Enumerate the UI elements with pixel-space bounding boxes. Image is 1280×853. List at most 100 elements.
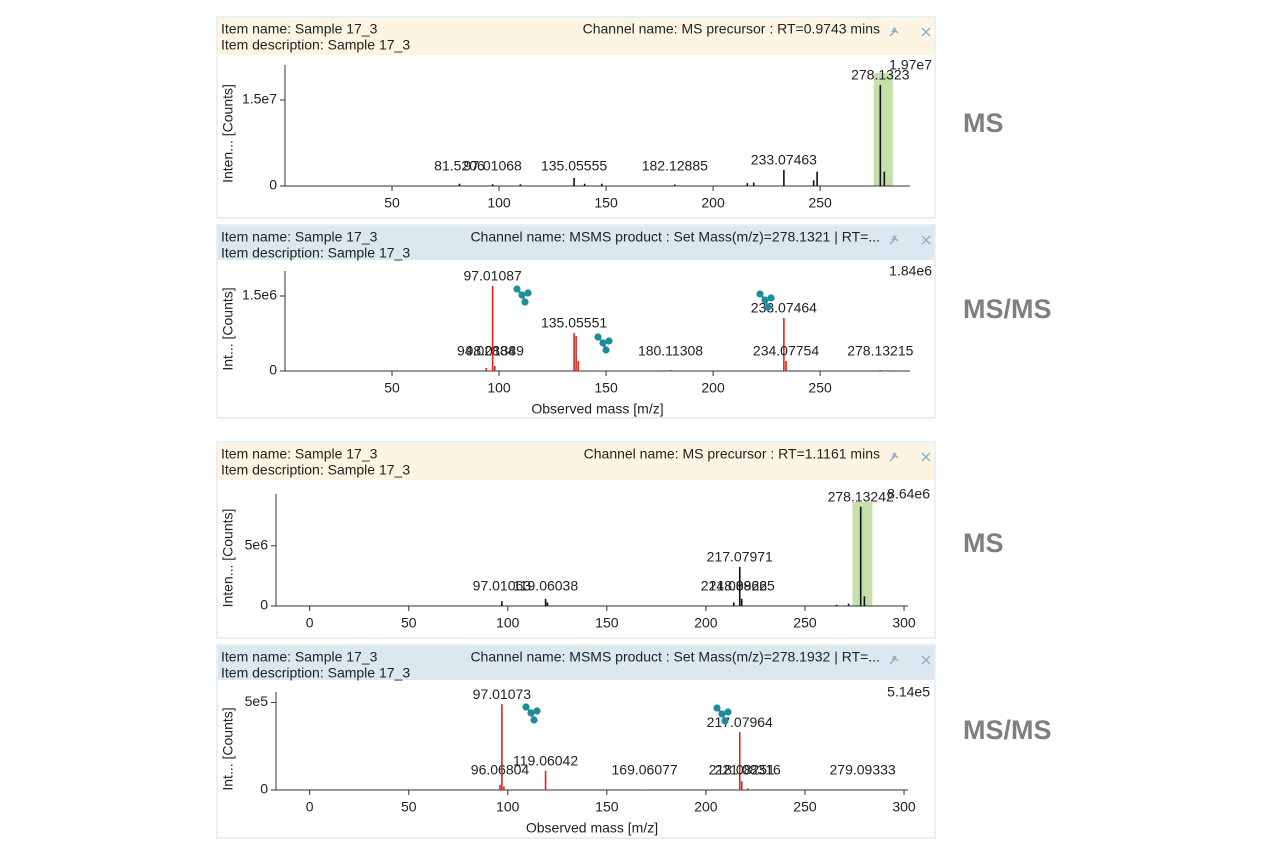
- x-tick-label: 200: [694, 615, 718, 631]
- peak-label: 217.07971: [707, 549, 773, 565]
- item-name: Item name: Sample 17_3: [221, 649, 378, 665]
- x-tick-label: 200: [701, 380, 725, 396]
- pin-button[interactable]: [889, 27, 899, 37]
- peak-label: 278.13215: [847, 343, 913, 359]
- peak-label: 135.05555: [541, 158, 607, 174]
- x-tick-label: 150: [595, 615, 619, 631]
- y-tick-label: 0: [260, 597, 268, 613]
- fragment-icon-atom: [721, 717, 729, 725]
- x-tick-label: 100: [487, 380, 511, 396]
- y-tick-label: 5e6: [245, 537, 269, 553]
- item-description: Item description: Sample 17_3: [221, 37, 410, 53]
- x-tick-label: 200: [701, 195, 725, 211]
- peak-label: 98.01389: [466, 343, 525, 359]
- item-description: Item description: Sample 17_3: [221, 665, 410, 681]
- fragment-icon-atom: [599, 339, 607, 347]
- y-axis-title: Int... [Counts]: [220, 287, 236, 370]
- x-tick-label: 250: [793, 615, 817, 631]
- fragment-icon-atom: [605, 337, 613, 345]
- fragment-icon-atom: [527, 709, 535, 717]
- peak-label: 278.13242: [828, 488, 894, 504]
- peak-label: 233.07463: [751, 152, 817, 168]
- fragment-icon-atom: [756, 290, 764, 298]
- peak-label: 221.08316: [715, 762, 781, 778]
- precursor-highlight: [873, 73, 893, 186]
- item-description: Item description: Sample 17_3: [221, 245, 410, 261]
- pin-button[interactable]: [889, 235, 899, 245]
- item-name: Item name: Sample 17_3: [221, 229, 378, 245]
- x-tick-label: 0: [306, 615, 314, 631]
- x-tick-label: 150: [594, 380, 618, 396]
- y-tick-label: 0: [269, 177, 277, 193]
- fragment-icon-atom: [594, 333, 602, 341]
- close-button[interactable]: [921, 27, 931, 37]
- pin-button[interactable]: [889, 452, 899, 462]
- x-tick-label: 150: [595, 799, 619, 815]
- peak-label: 218.08251: [709, 762, 775, 778]
- peak-label: 169.06077: [612, 762, 678, 778]
- fragment-icon-atom: [518, 291, 526, 299]
- close-button[interactable]: [921, 655, 931, 665]
- item-name: Item name: Sample 17_3: [221, 21, 378, 37]
- peak-label: 180.11308: [638, 343, 703, 359]
- peak-label: 119.06038: [513, 578, 578, 594]
- peak-label: 218.08265: [709, 578, 775, 594]
- peak-label: 217.07964: [707, 714, 773, 730]
- item-description: Item description: Sample 17_3: [221, 462, 410, 478]
- y-tick-label: 0: [260, 781, 268, 797]
- channel-name: Channel name: MS precursor : RT=0.9743 m…: [583, 21, 880, 37]
- peak-label: 97.01087: [463, 268, 522, 284]
- channel-name: Channel name: MS precursor : RT=1.1161 m…: [584, 446, 880, 462]
- x-tick-label: 0: [306, 799, 314, 815]
- peak-label: 119.06042: [513, 752, 578, 768]
- close-button[interactable]: [921, 235, 931, 245]
- y-tick-label: 5e5: [245, 693, 269, 709]
- fragment-icon-atom: [718, 710, 726, 718]
- pin-button[interactable]: [889, 655, 899, 665]
- x-tick-label: 50: [384, 380, 400, 396]
- fragment-icon-atom: [522, 703, 530, 711]
- x-tick-label: 100: [487, 195, 511, 211]
- item-name: Item name: Sample 17_3: [221, 446, 378, 462]
- close-button[interactable]: [921, 452, 931, 462]
- x-tick-label: 200: [694, 799, 718, 815]
- fragment-icon-atom: [602, 346, 610, 354]
- fragment-icon-atom: [513, 285, 521, 293]
- peak-label: 96.06804: [471, 762, 530, 778]
- panel-header: [218, 443, 934, 480]
- y-tick-label: 1.5e6: [242, 287, 277, 303]
- mode-tag: MS: [963, 528, 1004, 558]
- peak-label: 234.07754: [753, 343, 819, 359]
- x-tick-label: 50: [401, 615, 417, 631]
- fragment-icon-atom: [533, 707, 541, 715]
- y-axis-title: Inten... [Counts]: [220, 84, 236, 183]
- y-axis-title: Int... [Counts]: [220, 707, 236, 790]
- x-axis-title: Observed mass [m/z]: [526, 820, 658, 836]
- full-scale-label: 8.64e6: [887, 486, 930, 502]
- full-scale-label: 5.14e5: [887, 684, 930, 700]
- mode-tag: MS/MS: [963, 294, 1052, 324]
- peak-label: 182.12885: [642, 158, 708, 174]
- x-tick-label: 300: [892, 799, 916, 815]
- y-tick-label: 1.5e7: [242, 91, 277, 107]
- x-tick-label: 50: [384, 195, 400, 211]
- fragment-icon-atom: [724, 708, 732, 716]
- peak-label: 94.02884: [457, 343, 516, 359]
- panel-header: [218, 226, 934, 260]
- x-tick-label: 100: [496, 799, 520, 815]
- channel-name: Channel name: MSMS product : Set Mass(m/…: [470, 229, 880, 245]
- peak-label: 278.1323: [851, 67, 910, 83]
- precursor-highlight: [852, 502, 873, 606]
- x-tick-label: 300: [892, 615, 916, 631]
- fragment-icon-atom: [767, 294, 775, 302]
- fragment-icon-atom: [761, 296, 769, 304]
- peak-label: 279.09333: [830, 762, 896, 778]
- mode-tag: MS: [963, 108, 1004, 138]
- channel-name: Channel name: MSMS product : Set Mass(m/…: [470, 649, 880, 665]
- y-axis-title: Inten... [Counts]: [220, 509, 236, 608]
- peak-label: 214.08962: [701, 578, 767, 594]
- x-tick-label: 250: [808, 380, 832, 396]
- y-tick-label: 0: [269, 362, 277, 378]
- peak-label: 81.5206: [434, 158, 485, 174]
